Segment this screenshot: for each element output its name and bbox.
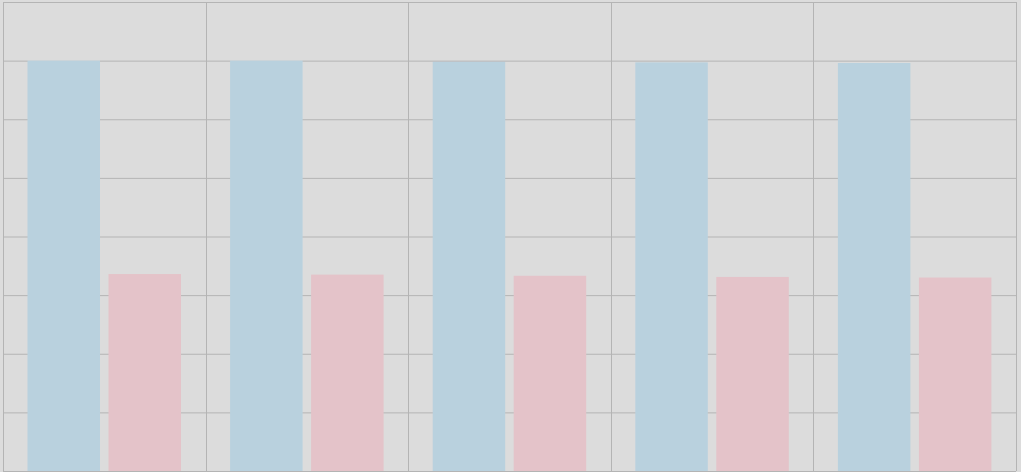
bar-series-1 (635, 62, 708, 471)
bar-series-1 (27, 60, 100, 471)
bar-series-1 (432, 61, 506, 472)
bar-series-2 (513, 275, 587, 471)
bar-series-2 (311, 274, 384, 471)
bar-series-2 (108, 274, 181, 471)
bar-series-1 (837, 62, 911, 471)
bar-series-1 (230, 60, 303, 471)
bar-series-2 (918, 277, 992, 471)
bar-series-2 (716, 276, 789, 471)
